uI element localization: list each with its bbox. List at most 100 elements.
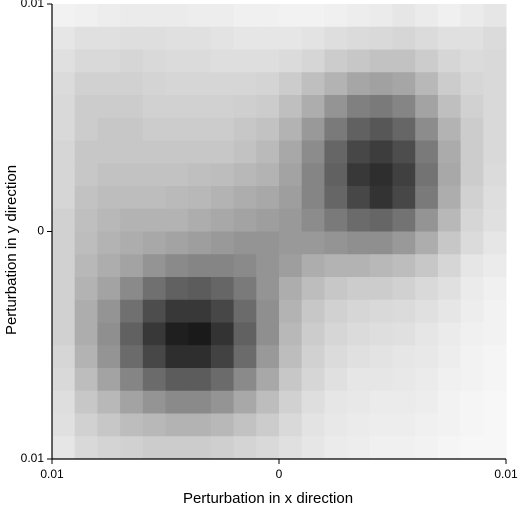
heatmap-cell [324,95,348,119]
heatmap-cell [120,208,144,232]
heatmap-cell [483,4,507,28]
heatmap-cell [142,49,166,73]
heatmap-cell [324,322,348,346]
heatmap-cell [188,186,212,210]
heatmap-cell [74,231,98,255]
heatmap-cell [120,368,144,392]
heatmap-cell [324,49,348,73]
heatmap-cell [210,231,235,255]
heatmap-cell [74,345,98,369]
y-tick-label: 0 [37,224,44,238]
heatmap-cell [74,436,98,460]
heatmap-cell [392,163,416,187]
heatmap-cell [437,231,462,255]
heatmap-cell [483,254,507,278]
heatmap-cell [52,95,76,119]
heatmap-cell [210,254,235,278]
heatmap-cell [279,390,303,414]
heatmap-cell [483,413,507,437]
heatmap-cell [483,163,507,187]
heatmap-cell [301,117,325,141]
heatmap-cell [256,231,280,255]
heatmap-cell [415,413,439,437]
heatmap-cell [347,140,371,164]
heatmap-cell [120,322,144,346]
heatmap-cell [347,322,371,346]
heatmap-cell [483,277,507,301]
heatmap-cell [97,95,121,119]
heatmap-cell [120,254,144,278]
heatmap-cell [324,368,348,392]
heatmap-cell [369,26,393,50]
heatmap-cell [460,140,484,164]
heatmap-cell [347,390,371,414]
heatmap-cell [256,322,280,346]
heatmap-cell [256,436,280,460]
heatmap-cell [233,345,257,369]
heatmap-cell [301,322,325,346]
heatmap-cell [210,49,235,73]
heatmap-cell [165,390,189,414]
heatmap-cell [437,299,462,323]
heatmap-cell [97,322,121,346]
heatmap-cell [460,95,484,119]
heatmap-cell [347,231,371,255]
heatmap-cell [392,4,416,28]
heatmap-cell [301,95,325,119]
x-tick-label: 0 [276,467,283,481]
heatmap-cell [324,277,348,301]
heatmap-cell [460,277,484,301]
heatmap-cell [483,299,507,323]
heatmap-cell [347,49,371,73]
heatmap-cell [415,140,439,164]
heatmap-cell [52,26,76,50]
heatmap-cell [165,26,189,50]
heatmap-cell [415,26,439,50]
heatmap-cell [437,26,462,50]
heatmap-cell [165,163,189,187]
heatmap-cell [392,72,416,96]
heatmap-cell [415,231,439,255]
heatmap-cell [142,345,166,369]
heatmap-cell [460,390,484,414]
heatmap-cell [392,49,416,73]
heatmap-cell [142,163,166,187]
heatmap-cell [188,436,212,460]
heatmap-cell [347,117,371,141]
y-tick-label: 0.01 [21,451,45,465]
heatmap-cell [256,186,280,210]
heatmap-cell [210,413,235,437]
heatmap-cell [97,231,121,255]
heatmap-cell [460,186,484,210]
heatmap-cell [392,345,416,369]
heatmap-cell [74,208,98,232]
heatmap-cell [301,208,325,232]
heatmap-cell [120,49,144,73]
heatmap-cell [165,186,189,210]
heatmap-cell [369,95,393,119]
heatmap-cell [142,368,166,392]
heatmap-cell [347,4,371,28]
heatmap-cell [142,208,166,232]
x-tick-label: 0.01 [494,467,518,481]
heatmap-cell [347,72,371,96]
x-tick-label: 0.01 [40,467,64,481]
heatmap-cell [437,390,462,414]
heatmap-cell [120,117,144,141]
heatmap-cell [415,163,439,187]
heatmap-cell [233,299,257,323]
heatmap-cell [483,117,507,141]
heatmap-cell [120,277,144,301]
heatmap-cell [301,299,325,323]
heatmap-cell [210,4,235,28]
heatmap-cell [347,26,371,50]
heatmap-cell [233,322,257,346]
heatmap-cell [460,208,484,232]
heatmap-cell [233,277,257,301]
heatmap-cell [392,95,416,119]
heatmap-cell [165,140,189,164]
heatmap-cell [74,72,98,96]
heatmap-cell [120,26,144,50]
heatmap-cell [256,345,280,369]
